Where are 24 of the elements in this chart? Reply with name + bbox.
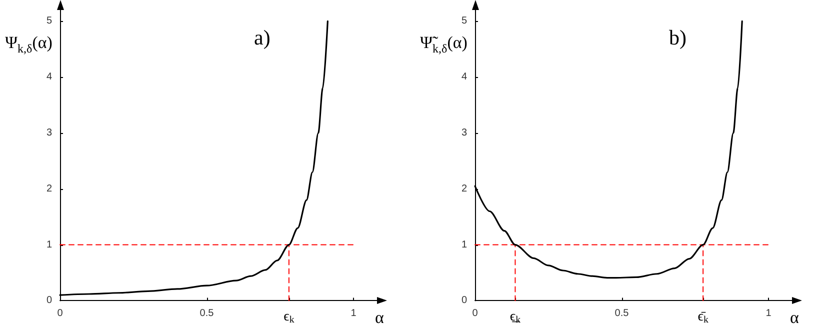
y-tick-label: 1 xyxy=(46,239,52,250)
y-tick-label: 1 xyxy=(461,239,468,250)
x-tick-label: 1 xyxy=(766,308,772,320)
y-axis-title: Ψ$_{k,δ}$(α) xyxy=(5,33,52,56)
x-tick-label: 0.5 xyxy=(614,308,630,320)
y-tick-label: 0 xyxy=(461,295,468,306)
y-tick-label: 4 xyxy=(46,72,52,83)
text: a) xyxy=(254,26,270,50)
y-tick-label: 2 xyxy=(461,183,468,194)
y-tick-label: 3 xyxy=(461,127,468,138)
y-tick-label: 4 xyxy=(461,72,468,83)
y-axis-title: Ψ̃$_{k,δ}$(α) xyxy=(420,33,468,56)
text: b) xyxy=(669,26,686,50)
x-axis-title: α xyxy=(375,308,384,325)
x-tick-label: 1 xyxy=(350,308,357,320)
y-tick-label: 5 xyxy=(461,16,468,27)
x-tick-label: 0 xyxy=(57,308,64,320)
x-tick-label: 0 xyxy=(472,308,478,320)
x-tick-label: 0.5 xyxy=(200,308,214,320)
x-axis-title: α xyxy=(790,308,799,325)
y-tick-label: 3 xyxy=(46,127,52,138)
y-tick-label: 0 xyxy=(46,295,52,306)
y-tick-label: 2 xyxy=(46,183,52,194)
y-tick-label: 5 xyxy=(46,16,52,27)
